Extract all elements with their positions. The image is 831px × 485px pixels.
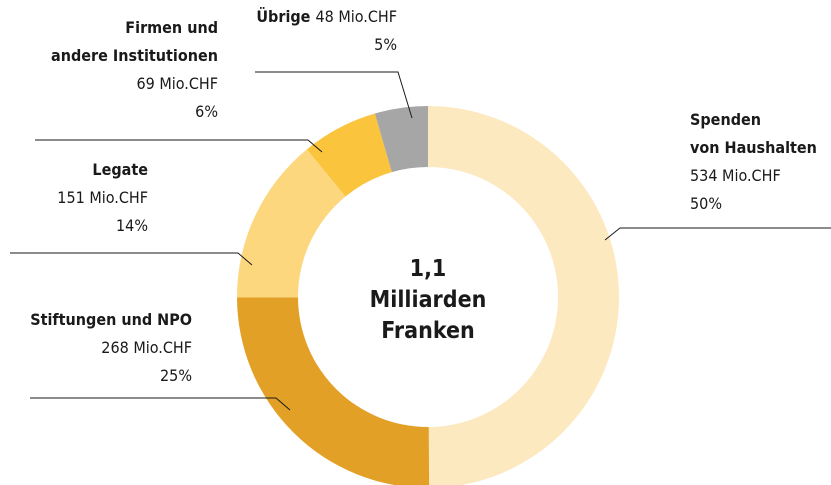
segment-name: Firmen und andere Institutionen: [51, 18, 218, 65]
value-label: 534 Mio.CHF: [690, 166, 781, 185]
percent-label: 25%: [160, 366, 192, 385]
value-label: 48 Mio.CHF: [315, 7, 397, 26]
leader-line: [35, 139, 323, 153]
leader-line: [604, 227, 831, 241]
leader-line: [30, 397, 291, 411]
percent-label: 14%: [116, 216, 148, 235]
donut-segment: [374, 106, 428, 173]
donut-segment: [237, 149, 346, 298]
value-label: 151 Mio.CHF: [57, 188, 148, 207]
value-label: 69 Mio.CHF: [136, 74, 218, 93]
segment-name: Spenden von Haushalten: [690, 110, 817, 157]
value-label: 268 Mio.CHF: [101, 338, 192, 357]
donut-segment: [237, 297, 430, 485]
segment-name: Legate: [92, 160, 148, 179]
percent-label: 6%: [195, 102, 218, 121]
segment-name: Stiftungen und NPO: [30, 310, 192, 329]
donut-segment: [428, 106, 619, 485]
center-text: 1,1: [410, 256, 447, 282]
segment-name: Übrige: [256, 7, 310, 26]
percent-label: 50%: [690, 194, 722, 213]
percent-label: 5%: [374, 35, 397, 54]
center-text: Milliarden: [370, 287, 487, 313]
donut-segment: [306, 113, 392, 197]
center-text: Franken: [381, 318, 474, 344]
leader-line: [255, 71, 413, 119]
leader-line: [10, 252, 253, 266]
